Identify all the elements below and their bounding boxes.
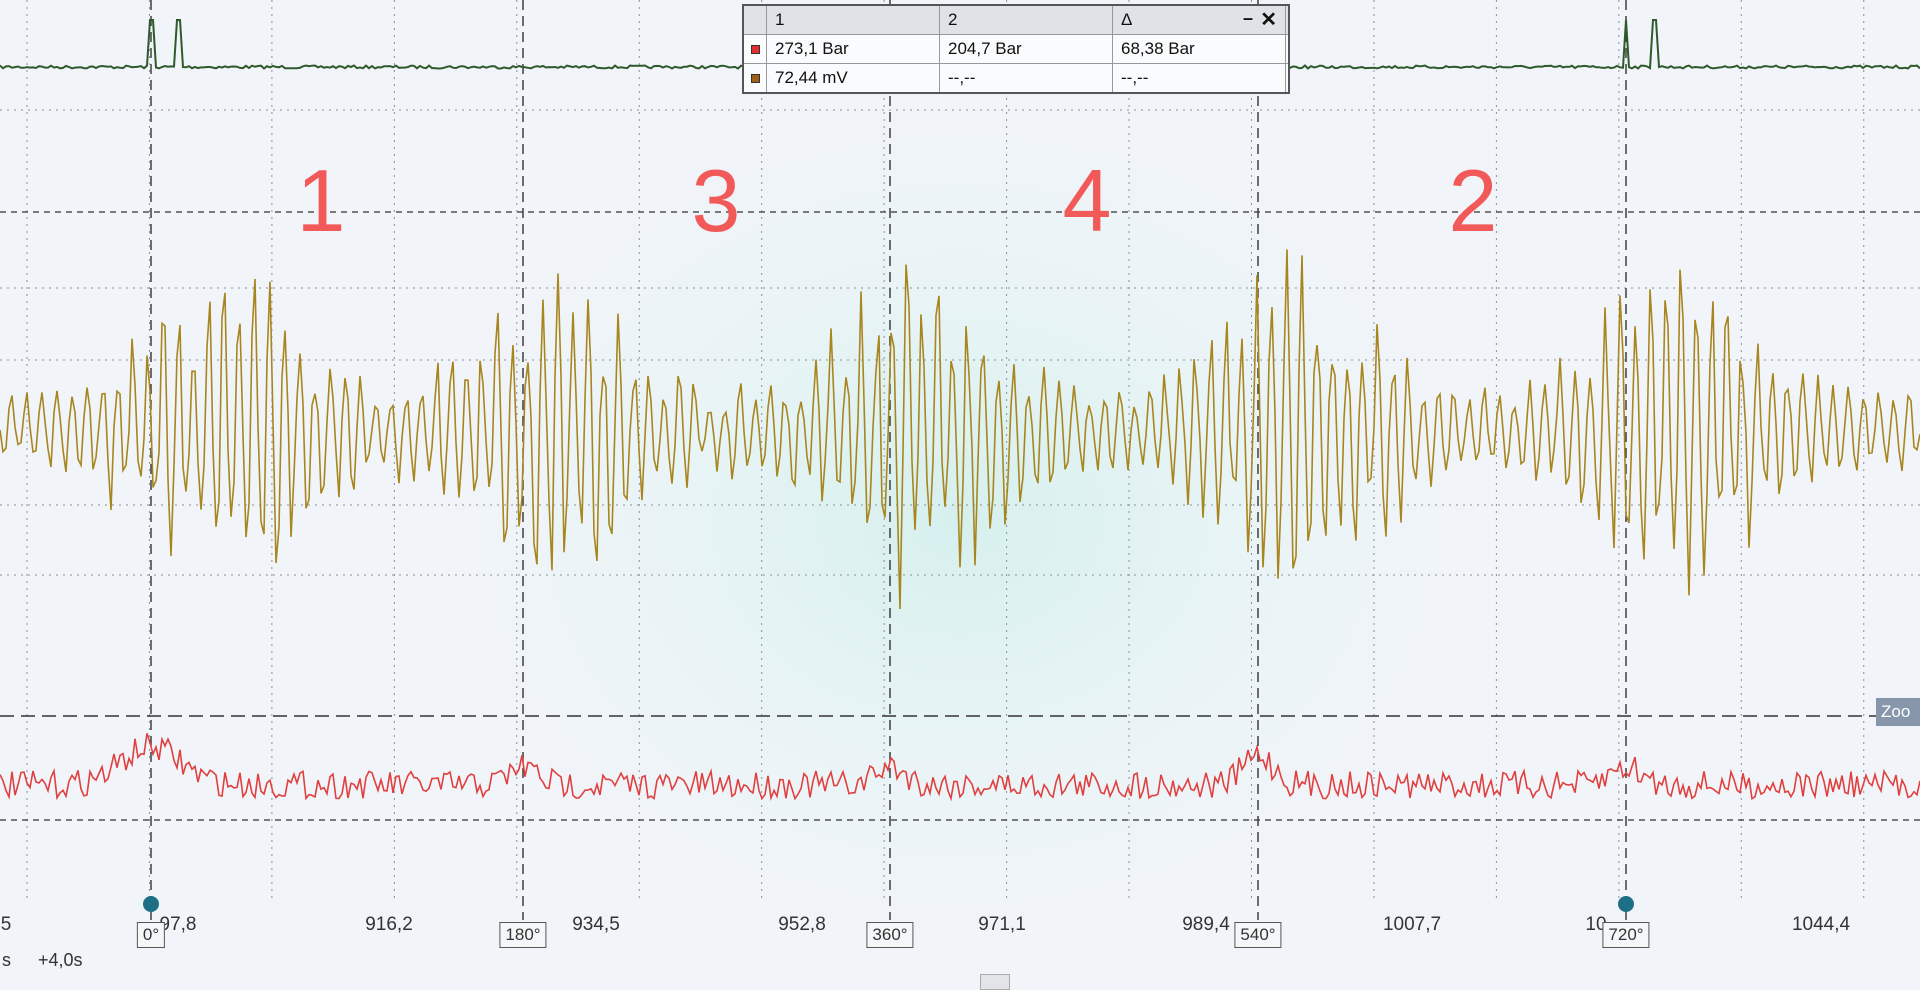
cell: 204,7 Bar [940,35,1113,63]
crank-marker: 0° [136,922,166,948]
cylinder-label: 2 [1448,151,1498,250]
header-text: Δ [1121,10,1133,29]
crank-marker: 360° [866,922,914,948]
table-header: 1 2 Δ – ✕ [744,6,1288,35]
time-label: 952,8 [778,914,826,935]
cell: --,-- [1113,64,1286,92]
table-row: 72,44 mV --,-- --,-- [744,64,1288,92]
channel-swatch [750,44,760,54]
table-row: 273,1 Bar 204,7 Bar 68,38 Bar [744,35,1288,64]
time-label: 1007,7 [1382,914,1442,935]
time-label: 934,5 [572,914,620,935]
time-label: 10 [1585,914,1607,935]
corner-cell [744,6,767,34]
pressure-trace [0,249,1920,610]
zoom-button[interactable]: Zoo [1876,698,1920,726]
cylinder-label: 1 [296,151,346,250]
cursor-dot [1618,896,1634,912]
time-label: 989,4 [1182,914,1230,935]
cell: 72,44 mV [767,64,940,92]
time-unit: s [2,950,11,970]
channel-swatch [750,73,760,83]
time-offset: +4,0s [38,950,83,970]
time-label: 1044,4 [1791,914,1851,935]
crank-marker: 720° [1602,922,1650,948]
crank-marker: 540° [1234,922,1282,948]
scrollbar-thumb[interactable] [980,974,1010,990]
cell: --,-- [940,64,1113,92]
channel-icon [744,64,767,92]
header-cell: 1 [767,6,940,34]
time-label: 916,2 [365,914,413,935]
cylinder-label: 3 [691,151,741,250]
time-label: 971,1 [978,914,1026,935]
header-cell: Δ – ✕ [1113,6,1286,34]
minimize-button[interactable]: – [1242,8,1253,28]
cell: 68,38 Bar [1113,35,1286,63]
close-button[interactable]: ✕ [1260,9,1277,31]
cursor-dot [143,896,159,912]
header-cell: 2 [940,6,1113,34]
cylinder-label: 4 [1062,151,1112,250]
crank-marker: 180° [499,922,547,948]
time-label: 5 [0,914,12,935]
signal-trace [0,733,1920,802]
measurement-window: 1 2 Δ – ✕ 273,1 Bar 204,7 Bar 68,38 Bar … [742,4,1290,94]
channel-icon [744,35,767,63]
time-label: 97,8 [159,914,197,935]
cell: 273,1 Bar [767,35,940,63]
